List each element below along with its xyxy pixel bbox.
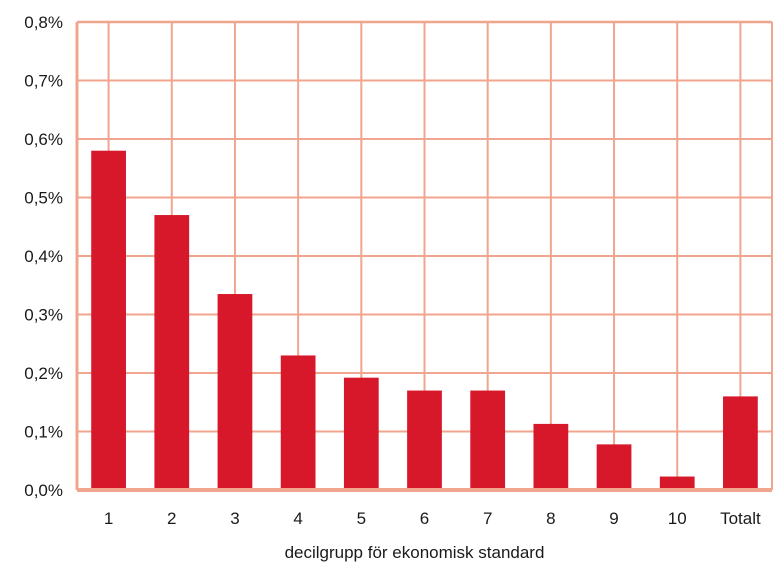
x-axis-title: decilgrupp för ekonomisk standard <box>285 543 545 562</box>
plot-frame <box>75 20 773 492</box>
y-tick-label: 0,0% <box>24 481 63 500</box>
x-tick-label: 7 <box>483 509 492 528</box>
x-tick-label: 4 <box>293 509 302 528</box>
x-tick-label: 8 <box>546 509 555 528</box>
x-tick-label: 2 <box>167 509 176 528</box>
bars <box>91 150 758 491</box>
y-axis-ticks: 0,0% 0,1% 0,2% 0,3% 0,4% 0,5% 0,6% 0,7% 0,8% <box>24 13 63 500</box>
x-tick-label: 5 <box>357 509 366 528</box>
y-tick-label: 0,3% <box>24 306 63 325</box>
bar-5 <box>343 377 379 490</box>
x-tick-label: 1 <box>104 509 113 528</box>
x-tick-label: Totalt <box>720 509 761 528</box>
x-tick-label: 10 <box>668 509 687 528</box>
bar-10 <box>659 476 695 490</box>
y-tick-label: 0,2% <box>24 364 63 383</box>
x-tick-label: 3 <box>230 509 239 528</box>
bar-totalt <box>723 396 758 490</box>
bar-3 <box>217 294 253 490</box>
bar-9 <box>596 444 632 490</box>
bar-7 <box>470 390 506 490</box>
y-tick-label: 0,8% <box>24 13 63 32</box>
x-tick-label: 6 <box>420 509 429 528</box>
y-tick-label: 0,4% <box>24 247 63 266</box>
x-axis-ticks: 1 2 3 4 5 6 7 8 9 10 Totalt <box>104 509 761 528</box>
y-tick-label: 0,7% <box>24 72 63 91</box>
bar-2 <box>154 215 190 491</box>
bar-1 <box>91 150 126 490</box>
y-tick-label: 0,5% <box>24 189 63 208</box>
y-tick-label: 0,1% <box>24 423 63 442</box>
bar-6 <box>407 390 442 490</box>
y-tick-label: 0,6% <box>24 130 63 149</box>
x-tick-label: 9 <box>609 509 618 528</box>
bar-8 <box>533 423 569 490</box>
bar-4 <box>280 355 316 490</box>
